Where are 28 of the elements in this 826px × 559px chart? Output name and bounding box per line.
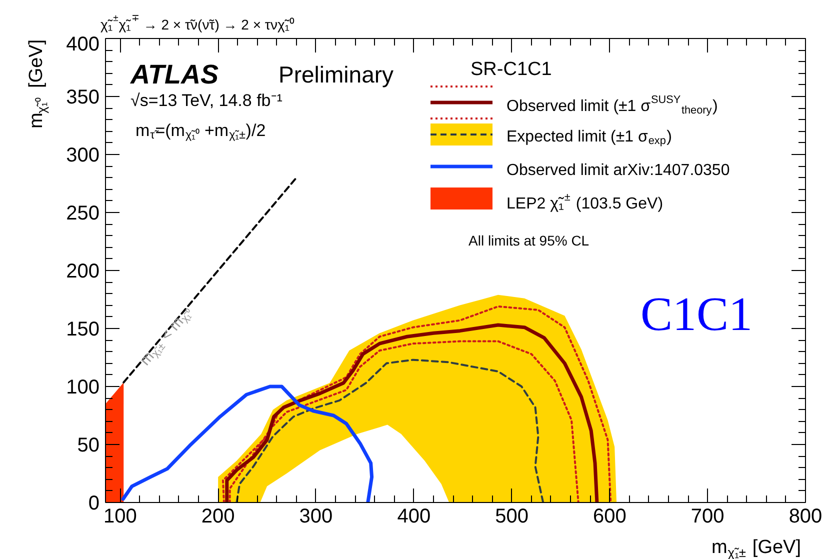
x-tick-label: 500: [495, 506, 528, 528]
y-tick-label: 100: [66, 376, 100, 398]
x-tick-label: 600: [593, 506, 626, 528]
y-tick-label: 350: [66, 86, 100, 108]
y-tick-label: 400: [66, 34, 100, 56]
y-tick-label: 50: [77, 434, 100, 456]
x-tick-label: 200: [201, 506, 235, 528]
chart-title: χ̃₁±χ̃₁∓ → 2 × τ̃ν(ν̃τ) → 2 × τνχ̃₁⁰: [100, 13, 295, 32]
annotation: All limits at 95% CL: [468, 232, 590, 248]
y-tick-label: 200: [66, 260, 100, 282]
annotation: C1C1: [640, 288, 753, 341]
annotation: SR-C1C1: [470, 59, 552, 80]
legend-label: LEP2 χ̃₁± (103.5 GeV): [506, 191, 664, 213]
x-tick-label: 100: [104, 506, 137, 528]
annotation: mχ̃₁± < mχ̃₁⁰: [136, 307, 196, 369]
x-tick-label: 400: [397, 506, 431, 528]
y-tick-label: 300: [66, 144, 100, 166]
y-tick-label: 150: [66, 318, 100, 340]
annotation: ATLAS: [130, 60, 218, 90]
x-tick-label: 800: [788, 506, 822, 528]
annotation: √s=13 TeV, 14.8 fb⁻¹: [130, 91, 283, 110]
x-tick-label: 300: [299, 506, 333, 528]
x-tick-label: 700: [690, 506, 724, 528]
legend-label: Observed limit arXiv:1407.0350: [506, 162, 730, 180]
y-axis-title: mχ̃₁⁰ [GeV]: [26, 39, 49, 129]
y-tick-label: 0: [88, 492, 100, 514]
y-tick-label: 250: [66, 202, 100, 224]
annotation: Preliminary: [278, 62, 394, 88]
